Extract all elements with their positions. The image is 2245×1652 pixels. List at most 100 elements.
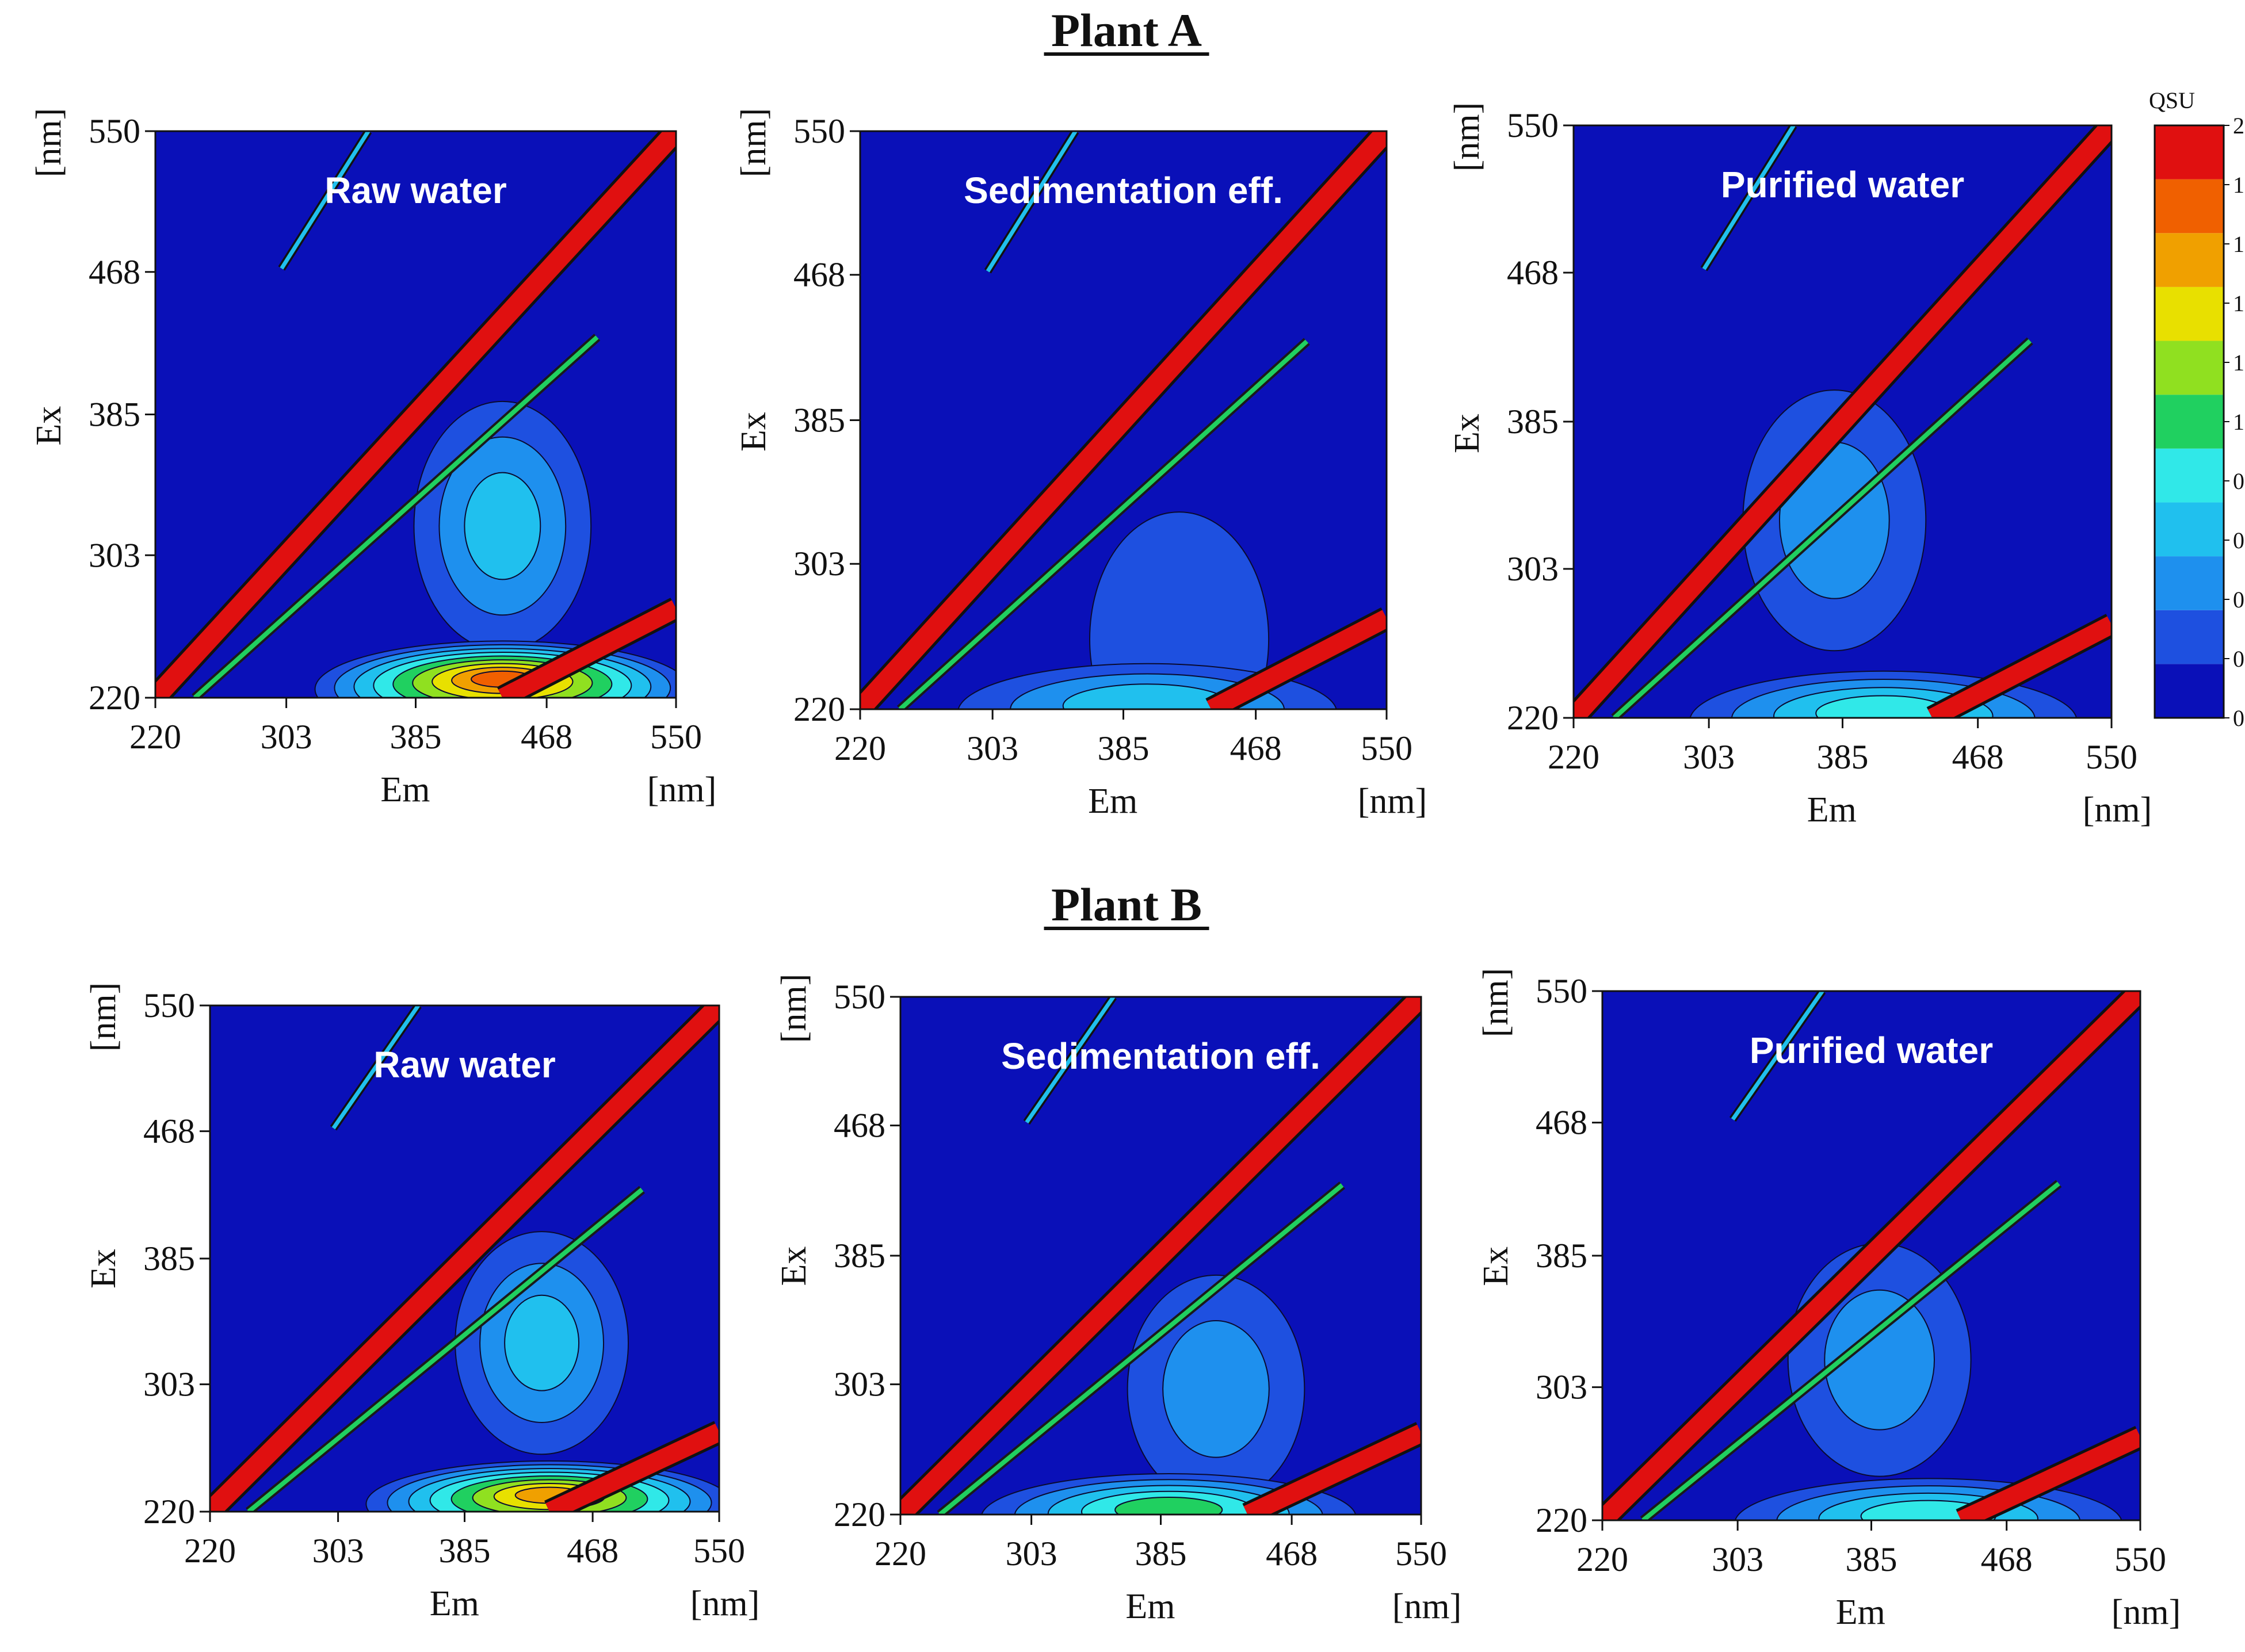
plot-area — [900, 997, 1421, 1515]
raman-streak — [1613, 339, 2032, 718]
colorbar-tick-label: 1.0 — [2233, 409, 2245, 435]
y-tick-label: 468 — [143, 1112, 195, 1150]
rayleigh-scatter-line — [1574, 125, 2112, 718]
x-tick-label: 385 — [1817, 738, 1869, 776]
y-tick-label: 468 — [89, 253, 140, 291]
y-axis-label: Ex — [1476, 1246, 1515, 1286]
rayleigh-scatter-line — [210, 1005, 719, 1512]
colorbar-swatch — [2155, 179, 2224, 234]
x-axis-label: Em — [1088, 782, 1137, 821]
x-tick-label: 385 — [439, 1532, 491, 1570]
colorbar-swatch — [2155, 395, 2224, 449]
y-axis-label: Ex — [1448, 414, 1487, 453]
y-axis-unit: [nm] — [1476, 968, 1515, 1038]
colorbar-swatch — [2155, 341, 2224, 395]
x-axis-unit: [nm] — [690, 1584, 760, 1623]
plot-area — [210, 1005, 719, 1512]
y-tick-label: 550 — [143, 986, 195, 1024]
rayleigh-scatter-line — [155, 131, 676, 698]
colorbar-swatch — [2155, 502, 2224, 557]
y-tick-label: 385 — [89, 396, 140, 434]
x-tick-label: 550 — [693, 1532, 745, 1570]
section-title: Plant B — [1051, 878, 1202, 931]
x-tick-label: 468 — [1230, 729, 1282, 767]
colorbar-swatch — [2155, 125, 2224, 179]
y-axis-unit: [nm] — [734, 108, 773, 178]
eem-panel: 220 303 385 468 550 220 303 385 468 550 Em [nm] Ex [n… — [774, 974, 1461, 1626]
panel-label: Raw water — [324, 170, 507, 211]
x-axis-label: Em — [1125, 1587, 1175, 1626]
x-tick-label: 468 — [1981, 1540, 2033, 1578]
colorbar-tick-label: 0.4 — [2233, 587, 2245, 613]
contour-region — [504, 1294, 580, 1391]
colorbar-tick-label: 0.2 — [2233, 646, 2245, 672]
second-order-scatter-line — [1957, 1428, 2140, 1520]
x-tick-label: 303 — [967, 729, 1018, 767]
y-tick-label: 385 — [1507, 403, 1559, 441]
colorbar-swatch — [2155, 448, 2224, 503]
x-tick-label: 550 — [2114, 1540, 2166, 1578]
section-title: Plant A — [1051, 4, 1202, 56]
scatter-artifact — [1702, 125, 1796, 270]
x-tick-label: 550 — [1395, 1535, 1447, 1573]
colorbar-tick-label: 0.6 — [2233, 527, 2245, 553]
panel-label: Purified water — [1721, 164, 1964, 205]
colorbar-swatch — [2155, 556, 2224, 610]
y-tick-label: 303 — [1536, 1368, 1587, 1406]
y-axis-unit: [nm] — [29, 108, 68, 178]
contour-region — [1114, 1496, 1223, 1515]
y-tick-label: 220 — [793, 690, 845, 728]
y-axis-label: Ex — [734, 412, 773, 452]
colorbar-swatch — [2155, 664, 2224, 718]
contour-region — [464, 472, 541, 580]
y-axis-unit: [nm] — [84, 982, 123, 1052]
panel-label: Raw water — [373, 1044, 556, 1085]
colorbar-tick-label: 1.4 — [2233, 290, 2245, 316]
x-axis-unit: [nm] — [2083, 790, 2152, 829]
plot-area — [1574, 125, 2112, 718]
x-axis-label: Em — [1836, 1593, 1885, 1632]
eem-panel: 220 303 385 468 550 220 303 385 468 550 Em [nm] Ex [n… — [29, 108, 716, 809]
y-tick-label: 550 — [89, 112, 140, 150]
y-tick-label: 468 — [793, 256, 845, 294]
x-tick-label: 303 — [1006, 1535, 1057, 1573]
y-tick-label: 303 — [793, 545, 845, 583]
second-order-scatter-line — [1243, 1424, 1421, 1515]
rayleigh-scatter-line — [1602, 991, 2140, 1520]
x-axis-label: Em — [430, 1584, 479, 1623]
x-tick-label: 468 — [567, 1532, 618, 1570]
x-tick-label: 220 — [1576, 1540, 1628, 1578]
y-tick-label: 550 — [1507, 106, 1559, 144]
x-tick-label: 385 — [1135, 1535, 1187, 1573]
panel-label: Sedimentation eff. — [1001, 1035, 1320, 1077]
x-tick-label: 550 — [650, 718, 702, 756]
x-tick-label: 303 — [1712, 1540, 1763, 1578]
x-tick-label: 303 — [312, 1532, 364, 1570]
plot-area — [1602, 991, 2140, 1520]
x-axis-unit: [nm] — [647, 770, 717, 809]
y-tick-label: 385 — [1536, 1237, 1587, 1275]
y-tick-label: 303 — [1507, 550, 1559, 588]
second-order-scatter-line — [545, 1423, 719, 1512]
y-tick-label: 303 — [143, 1366, 195, 1404]
raman-streak — [193, 335, 599, 698]
contour-region — [1162, 1320, 1270, 1458]
raman-streak — [938, 1183, 1344, 1515]
second-order-scatter-line — [498, 600, 676, 698]
rayleigh-scatter-line — [900, 997, 1421, 1515]
y-tick-label: 550 — [1536, 972, 1587, 1010]
panel-label: Sedimentation eff. — [964, 170, 1283, 211]
y-tick-label: 385 — [793, 401, 845, 439]
y-axis-label: Ex — [774, 1246, 814, 1286]
x-axis-unit: [nm] — [1358, 782, 1427, 821]
x-tick-label: 468 — [1952, 738, 2004, 776]
colorbar-swatch — [2155, 286, 2224, 341]
panel-label: Purified water — [1750, 1030, 1993, 1071]
x-axis-unit: [nm] — [2112, 1593, 2181, 1632]
colorbar-tick-label: 1.2 — [2233, 350, 2245, 376]
scatter-artifact — [986, 131, 1078, 273]
x-tick-label: 220 — [834, 729, 886, 767]
colorbar-title: QSU — [2149, 87, 2195, 113]
x-axis-label: Em — [380, 770, 430, 809]
